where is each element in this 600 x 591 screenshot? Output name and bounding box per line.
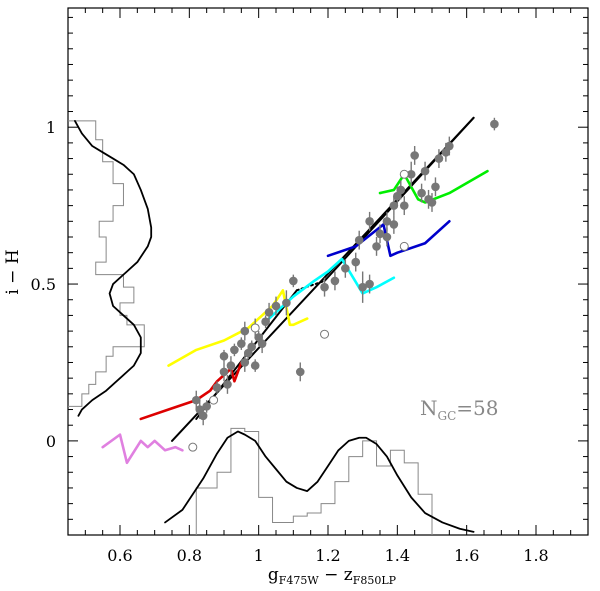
data-point-filled (226, 361, 236, 370)
data-point-filled (431, 182, 440, 192)
data-point-filled (191, 395, 201, 405)
data-point-filled (250, 361, 260, 370)
data-point-filled (247, 342, 257, 352)
tick-marks (67, 8, 589, 535)
data-point-filled (372, 242, 381, 251)
histograms (68, 120, 433, 535)
x-tick-label: 1.2 (315, 546, 340, 565)
data-point-filled (365, 217, 374, 226)
data-point-filled (219, 351, 229, 361)
x-axis-label: gF475W − zF850LP (268, 565, 397, 587)
x-tick-label: 1.8 (523, 546, 548, 565)
data-point-filled (223, 380, 232, 389)
x-label-z: z (344, 565, 353, 585)
annotation-sub: GC (438, 409, 457, 423)
data-point-filled (341, 264, 350, 273)
data-point-filled (420, 166, 430, 176)
data-point-filled (230, 345, 239, 355)
data-point-filled (212, 383, 222, 392)
data-point-filled (240, 326, 250, 336)
data-point-filled (237, 339, 246, 348)
x-tick-label: 0.8 (177, 546, 202, 565)
data-point-filled (490, 119, 499, 129)
data-point-filled (375, 229, 385, 239)
data-point-filled (354, 235, 364, 245)
data-point-filled (219, 367, 229, 377)
histogram-left-steps (68, 120, 145, 407)
series-line (101, 433, 184, 465)
tick-labels: 0.6 0.8 1 1.2 1.4 1.6 1.8 0 0.5 1 (31, 118, 549, 565)
data-point-filled (243, 348, 253, 358)
histogram-bottom-steps (195, 427, 433, 535)
data-point-filled (410, 151, 419, 160)
x-label-g: g (268, 565, 279, 585)
data-point-filled (195, 405, 205, 414)
data-point-open (399, 169, 409, 179)
data-point-filled (254, 333, 263, 342)
data-point-filled (406, 169, 416, 179)
data-point-filled (295, 367, 305, 377)
series-line (74, 120, 153, 417)
data-point-filled (382, 217, 392, 226)
x-tick-label: 0.6 (107, 546, 132, 565)
data-point-filled (417, 188, 426, 198)
data-point-filled (271, 301, 281, 311)
data-point-filled (358, 282, 367, 292)
data-point-filled (264, 307, 274, 317)
data-point-filled (257, 339, 267, 348)
y-tick-label: 1 (46, 118, 56, 137)
data-point-filled (441, 147, 451, 157)
data-point-filled (289, 276, 298, 286)
series-line (378, 169, 489, 204)
series-line (267, 257, 396, 320)
data-point-filled (434, 154, 444, 163)
data-point-filled (427, 198, 437, 207)
data-point-filled (389, 201, 399, 210)
data-point-filled (365, 279, 374, 289)
data-point-filled (389, 220, 399, 229)
data-point-open (320, 329, 330, 339)
data-point-open (399, 241, 409, 251)
data-point-open (209, 395, 219, 405)
data-points (188, 117, 499, 452)
annotation-ngc: NGC=58 (420, 396, 499, 423)
x-label-z-sub: F850LP (353, 574, 397, 587)
series-line (326, 220, 451, 258)
data-point-filled (399, 201, 409, 210)
x-tick-label: 1.4 (385, 546, 410, 565)
data-point-filled (240, 358, 250, 367)
data-point-filled (198, 411, 208, 421)
data-point-filled (202, 402, 211, 411)
data-point-open (188, 442, 198, 452)
data-point-filled (382, 232, 392, 242)
series-line (295, 279, 326, 292)
x-tick-label: 1.6 (454, 546, 479, 565)
y-tick-label: 0.5 (31, 275, 56, 294)
annotation-main: N (420, 396, 438, 420)
y-tick-label: 0 (46, 432, 56, 451)
data-point-filled (320, 282, 329, 292)
data-point-filled (445, 141, 454, 151)
data-point-filled (330, 276, 340, 286)
annotation-rest: =58 (456, 396, 498, 420)
data-point-filled (396, 185, 406, 195)
data-point-filled (261, 317, 270, 326)
data-point-filled (282, 298, 291, 308)
data-point-open (250, 323, 260, 333)
data-point-filled (393, 191, 402, 201)
y-axis-label: i − H (3, 249, 23, 294)
x-label-minus: − (319, 565, 344, 585)
series-line (164, 430, 475, 533)
data-point-filled (351, 257, 361, 267)
x-tick-label: 1 (254, 546, 264, 565)
x-label-g-sub: F475W (279, 574, 320, 587)
